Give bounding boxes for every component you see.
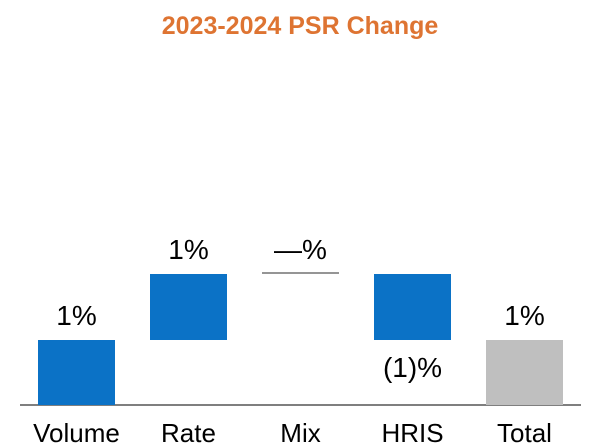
- value-label-volume: 1%: [56, 299, 97, 331]
- bar-rate: [150, 274, 227, 340]
- chart-title: 2023-2024 PSR Change: [161, 12, 439, 40]
- value-label-total: 1%: [504, 299, 545, 331]
- category-label-volume: Volume: [33, 418, 120, 448]
- value-label-rate: 1%: [168, 234, 209, 265]
- category-label-hris: HRIS: [381, 418, 444, 448]
- category-label-total: Total: [497, 418, 552, 448]
- value-label-mix: —%: [274, 234, 327, 265]
- bar-volume: [38, 339, 115, 405]
- value-label-hris: (1)%: [382, 351, 443, 383]
- zero-change-marker-mix: [262, 272, 339, 274]
- category-label-rate: Rate: [161, 418, 216, 448]
- category-label-mix: Mix: [280, 418, 321, 448]
- bar-total: [486, 339, 563, 405]
- bar-hris: [374, 274, 451, 340]
- x-axis-line: [20, 404, 581, 406]
